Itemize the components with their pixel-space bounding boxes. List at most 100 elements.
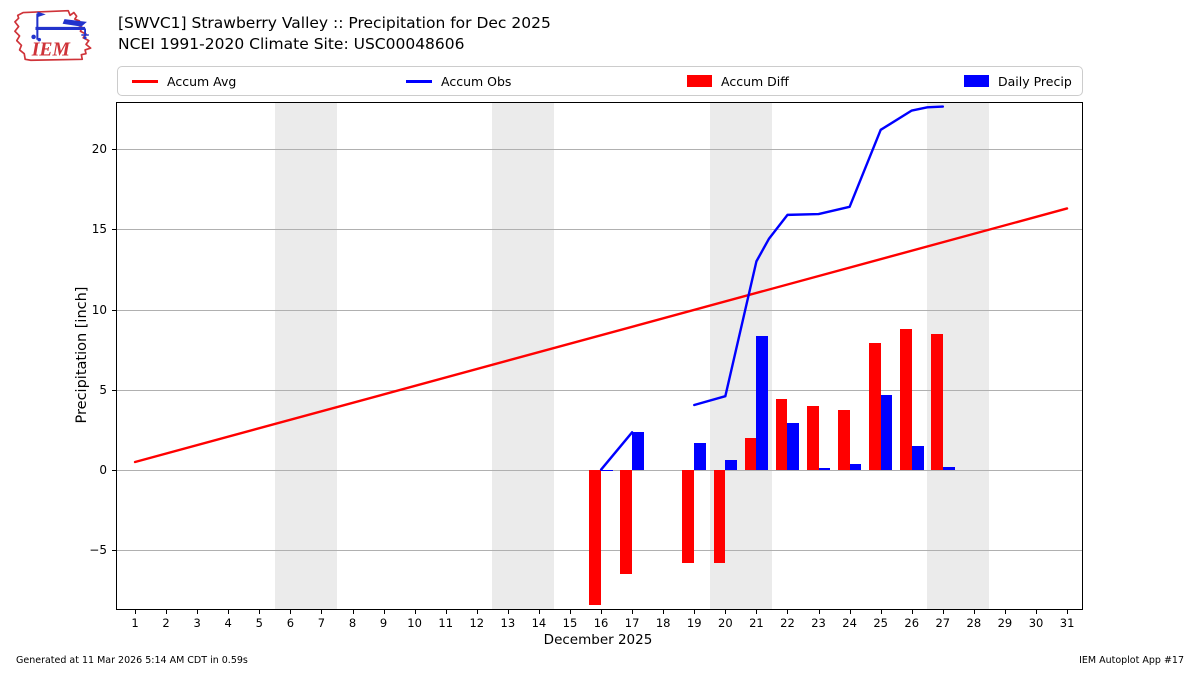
x-tick-label: 1	[131, 616, 139, 630]
x-tick-label: 2	[162, 616, 170, 630]
y-tick-label: 0	[99, 463, 107, 478]
accum-diff-bar	[868, 343, 881, 470]
legend-label: Daily Precip	[998, 73, 1072, 89]
y-tick-mark	[111, 229, 116, 231]
legend-item-daily-precip: Daily Precip	[964, 67, 1072, 95]
x-tick-mark	[569, 610, 571, 615]
x-tick-mark	[259, 610, 261, 615]
legend-item-accum-obs: Accum Obs	[406, 67, 511, 95]
accum-diff-bar	[744, 437, 757, 471]
x-tick-label: 4	[224, 616, 232, 630]
x-tick-label: 9	[379, 616, 388, 630]
y-tick-label: 15	[91, 222, 107, 237]
y-tick-mark	[111, 389, 116, 391]
accum-obs-line	[694, 107, 943, 405]
gridline	[117, 389, 1082, 391]
chart-title: [SWVC1] Strawberry Valley :: Precipitati…	[118, 14, 551, 32]
iem-logo: IEM	[10, 6, 104, 64]
x-tick-mark	[352, 610, 354, 615]
y-tick-mark	[111, 309, 116, 311]
legend-label: Accum Avg	[167, 73, 237, 89]
daily-precip-bar	[632, 432, 644, 470]
x-axis-label: December 2025	[543, 632, 653, 648]
x-tick-mark	[166, 610, 168, 615]
x-tick-mark	[507, 610, 509, 615]
x-tick-mark	[476, 610, 478, 615]
app-credit: IEM Autoplot App #17	[1079, 655, 1184, 666]
daily-precip-bar	[601, 469, 613, 471]
x-tick-label: 15	[562, 616, 578, 630]
y-axis-label: Precipitation [inch]	[74, 286, 90, 424]
x-tick-label: 30	[1028, 616, 1044, 630]
x-tick-mark	[290, 610, 292, 615]
legend: Accum Avg Accum Obs Accum Diff Daily Pre…	[117, 66, 1083, 96]
x-tick-mark	[973, 610, 975, 615]
x-tick-label: 10	[407, 616, 422, 630]
iem-logo-text: IEM	[31, 39, 71, 61]
x-tick-mark	[1036, 610, 1038, 615]
daily-precip-bar	[694, 442, 707, 471]
accum-diff-bar	[682, 470, 695, 564]
x-tick-mark	[942, 610, 944, 615]
y-tick-label: 20	[91, 142, 107, 157]
iem-logo-graphic: IEM	[14, 9, 92, 62]
gridline	[117, 229, 1082, 231]
chart-subtitle: NCEI 1991-2020 Climate Site: USC00048606	[118, 35, 465, 53]
x-tick-label: 6	[286, 616, 295, 630]
x-tick-label: 3	[193, 616, 201, 630]
x-tick-label: 24	[842, 616, 857, 630]
x-tick-label: 22	[780, 616, 795, 630]
accum-obs-line	[601, 432, 632, 469]
accum-diff-bar	[775, 399, 788, 471]
accum-lines-layer	[117, 103, 1082, 609]
y-tick-mark	[111, 149, 116, 151]
title-block: [SWVC1] Strawberry Valley :: Precipitati…	[118, 13, 551, 55]
x-tick-mark	[756, 610, 758, 615]
legend-label: Accum Obs	[441, 73, 512, 89]
accum-diff-bar	[589, 470, 602, 605]
x-tick-mark	[880, 610, 882, 615]
x-tick-label: 14	[531, 616, 547, 630]
accum-diff-bar	[713, 470, 726, 564]
y-tick-label: −5	[89, 543, 107, 558]
weekend-band	[274, 103, 337, 609]
x-tick-label: 25	[873, 616, 888, 630]
y-tick-mark	[111, 470, 116, 472]
x-tick-label: 28	[966, 616, 982, 630]
accum-diff-bar	[931, 334, 943, 470]
accum-avg-line	[135, 208, 1067, 462]
generated-timestamp: Generated at 11 Mar 2026 5:14 AM CDT in …	[16, 655, 248, 666]
gridline	[117, 149, 1082, 151]
daily-precip-bar	[911, 445, 924, 470]
x-tick-mark	[694, 610, 696, 615]
x-tick-label: 20	[718, 616, 733, 630]
plot-area: 1 2 3 4 5 6 7 8 9 10 11 12 13 14 15 16 17 18 19 20 21 22 23 24 2…	[89, 102, 1083, 630]
legend-item-accum-diff: Accum Diff	[687, 67, 789, 95]
accum-obs-line-swatch	[406, 79, 432, 83]
accum-diff-bar	[806, 405, 819, 471]
x-tick-mark	[228, 610, 230, 615]
y-tick-mark	[111, 550, 116, 552]
gridline	[117, 309, 1082, 311]
x-tick-mark	[849, 610, 851, 615]
x-tick-label: 29	[997, 616, 1013, 630]
daily-precip-bar	[725, 460, 738, 471]
x-tick-label: 27	[935, 616, 951, 630]
accum-diff-bar	[837, 409, 850, 470]
x-tick-mark	[135, 610, 137, 615]
x-tick-label: 11	[438, 616, 454, 630]
x-tick-label: 17	[624, 616, 640, 630]
x-tick-label: 5	[255, 616, 263, 630]
x-tick-mark	[787, 610, 789, 615]
daily-precip-bar	[849, 463, 862, 470]
x-tick-mark	[538, 610, 540, 615]
x-tick-mark	[1004, 610, 1006, 615]
daily-precip-bar	[787, 422, 800, 470]
x-tick-mark	[632, 610, 634, 615]
x-tick-mark	[383, 610, 385, 615]
x-tick-mark	[911, 610, 913, 615]
x-tick-mark	[818, 610, 820, 615]
x-tick-label: 16	[593, 616, 609, 630]
daily-precip-bar	[880, 395, 893, 470]
x-tick-mark	[414, 610, 416, 615]
